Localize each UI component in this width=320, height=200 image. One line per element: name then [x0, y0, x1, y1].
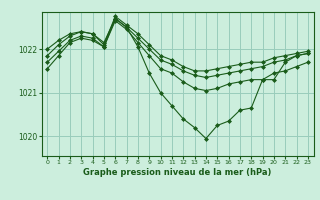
X-axis label: Graphe pression niveau de la mer (hPa): Graphe pression niveau de la mer (hPa)	[84, 168, 272, 177]
